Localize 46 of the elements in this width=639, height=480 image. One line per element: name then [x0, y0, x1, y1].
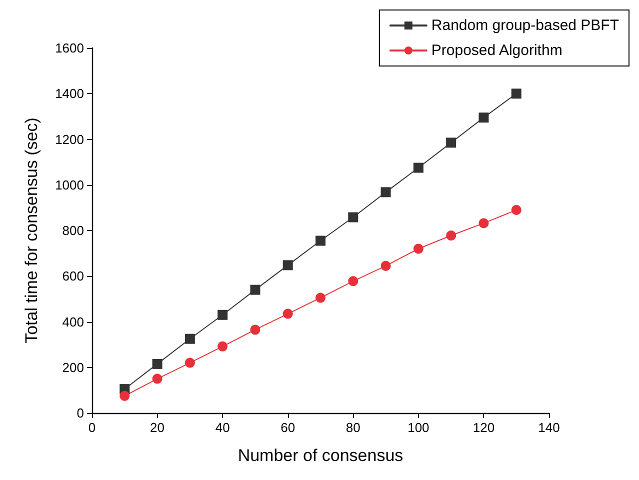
y-tick-label: 1600: [55, 40, 84, 56]
point: [152, 358, 162, 369]
point: [478, 112, 489, 123]
x-tick-label: 80: [346, 420, 360, 435]
y-tick-label: 0: [76, 406, 84, 420]
point: [184, 334, 195, 344]
y-tick-label: 600: [62, 268, 84, 284]
point: [218, 341, 228, 352]
point: [316, 292, 326, 303]
point: [380, 260, 391, 271]
y-tick-label: 1200: [55, 132, 84, 147]
x-tick-label: 100: [408, 420, 430, 435]
point: [282, 308, 293, 319]
x-tick-label: 20: [150, 420, 165, 435]
x-tick-label: 120: [472, 420, 495, 435]
x-tick-label: 60: [280, 420, 296, 435]
point: [446, 230, 456, 241]
y-tick-label: 1400: [55, 86, 84, 102]
point: [511, 204, 522, 215]
point: [413, 162, 424, 173]
x-tick-label: 140: [538, 420, 560, 435]
point: [250, 324, 260, 335]
legend-label: Proposed Algorithm: [431, 42, 562, 59]
x-tick-label: 0: [88, 420, 96, 435]
point: [348, 276, 358, 286]
point: [120, 390, 130, 401]
point: [282, 260, 293, 270]
point: [348, 212, 358, 222]
point: [184, 358, 195, 368]
point: [316, 236, 326, 246]
legend-label: Random group-based PBFT: [431, 17, 620, 34]
point: [413, 244, 424, 254]
y-tick-label: 1000: [55, 177, 84, 192]
x-axis-title: Number of consensus: [238, 446, 404, 465]
point: [380, 187, 391, 198]
point: [478, 218, 489, 228]
y-tick-label: 400: [62, 314, 84, 330]
point: [152, 374, 162, 384]
point: [250, 284, 260, 295]
point: [446, 138, 456, 148]
point: [511, 88, 522, 99]
y-tick-label: 800: [62, 223, 84, 238]
point: [218, 310, 228, 320]
x-tick-label: 40: [215, 420, 230, 435]
y-tick-label: 200: [62, 360, 84, 375]
y-axis-title: Total time for consensus (sec): [22, 118, 41, 344]
